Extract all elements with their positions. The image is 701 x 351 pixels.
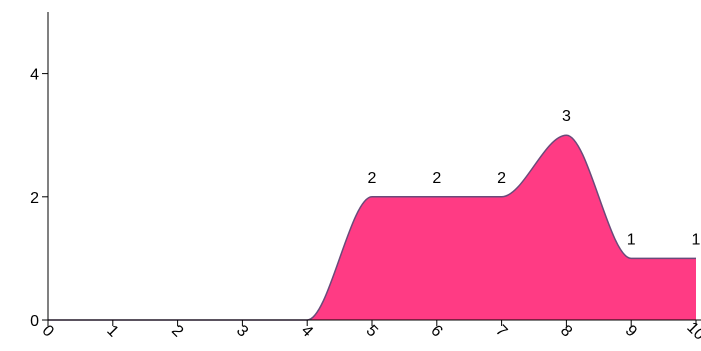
x-tick-label: 3 <box>233 322 251 340</box>
x-tick-label: 10 <box>683 319 701 344</box>
x-tick-label: 4 <box>298 322 316 340</box>
y-tick-label: 4 <box>30 67 39 84</box>
x-tick-label: 6 <box>427 322 445 340</box>
area-layer <box>47 134 696 321</box>
data-labels: 2 2 2 3 1 1 <box>368 108 701 248</box>
x-tick-label: 1 <box>103 322 121 340</box>
x-tick-label: 0 <box>38 322 56 340</box>
data-label: 3 <box>562 108 571 125</box>
y-tick-label: 2 <box>30 190 39 207</box>
data-label: 1 <box>692 231 701 248</box>
y-tick-label: 0 <box>30 313 39 330</box>
x-tick-label: 2 <box>168 322 186 340</box>
data-label: 2 <box>497 170 506 187</box>
x-tick-label: 5 <box>362 322 380 340</box>
data-label: 2 <box>368 170 377 187</box>
data-label: 2 <box>432 170 441 187</box>
x-tick-label: 7 <box>492 322 510 340</box>
x-tick-label: 8 <box>557 322 575 340</box>
x-tick-label: 9 <box>622 322 640 340</box>
area-fill <box>48 135 696 320</box>
data-label: 1 <box>627 231 636 248</box>
